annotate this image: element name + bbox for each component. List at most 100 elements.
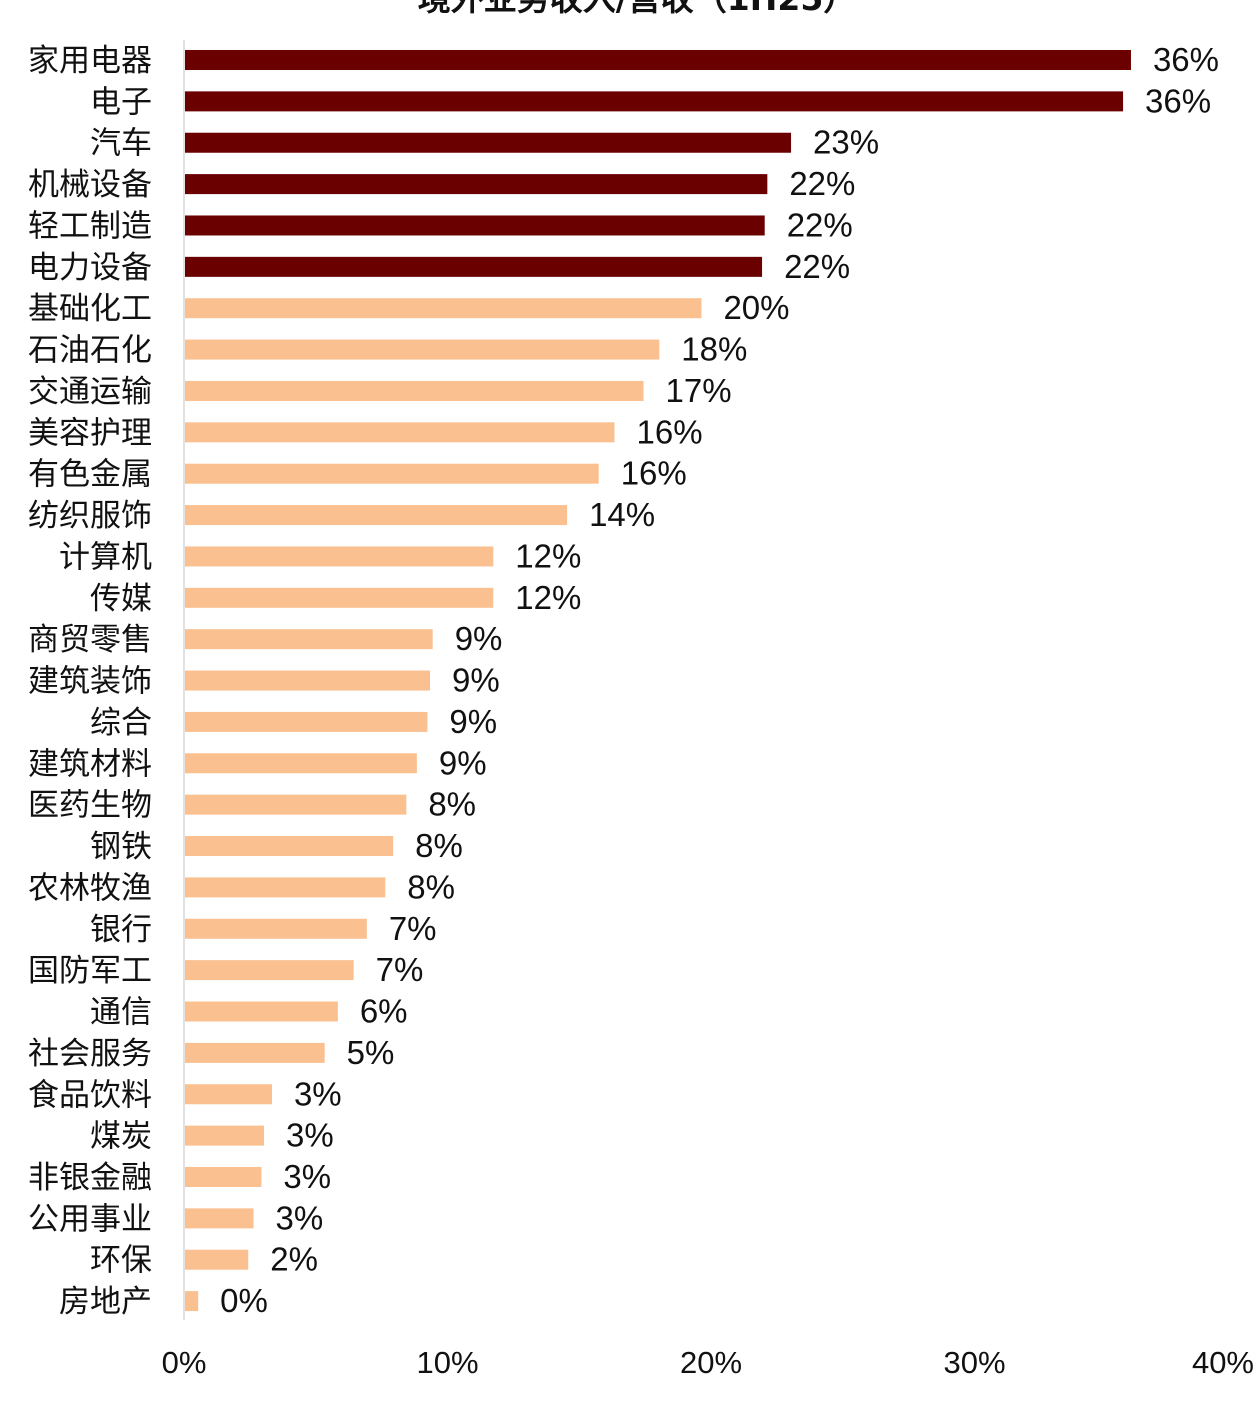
bar	[185, 1084, 272, 1105]
category-label: 交通运输	[28, 374, 152, 410]
bar	[185, 1042, 325, 1063]
x-tick-label: 30%	[943, 1345, 1005, 1380]
category-label: 美容护理	[28, 415, 152, 451]
bar	[185, 836, 394, 857]
value-label: 9%	[452, 662, 500, 699]
bar	[185, 463, 599, 484]
bar	[185, 918, 367, 939]
value-label: 8%	[428, 786, 476, 823]
bar	[185, 91, 1124, 112]
category-label: 商贸零售	[28, 622, 152, 658]
x-tick-label: 0%	[162, 1345, 207, 1380]
category-label: 通信	[90, 995, 152, 1031]
value-label: 3%	[294, 1075, 342, 1112]
bar	[185, 1125, 265, 1146]
category-label: 社会服务	[28, 1036, 152, 1072]
bar	[185, 422, 615, 443]
category-label: 家用电器	[28, 43, 152, 79]
value-label: 7%	[376, 951, 424, 988]
bar	[185, 1001, 338, 1022]
bar	[185, 380, 644, 401]
bar	[185, 1291, 199, 1312]
value-label: 9%	[439, 744, 487, 781]
x-tick-label: 20%	[680, 1345, 742, 1380]
bar	[185, 794, 407, 815]
bar	[185, 132, 792, 153]
value-label: 9%	[455, 620, 503, 657]
value-label: 22%	[789, 165, 855, 202]
bar	[185, 587, 494, 608]
category-label: 医药生物	[28, 788, 152, 824]
value-label: 36%	[1145, 82, 1211, 119]
category-labels-group: 家用电器电子汽车机械设备轻工制造电力设备基础化工石油石化交通运输美容护理有色金属…	[28, 43, 152, 1320]
category-label: 综合	[90, 705, 152, 741]
bar	[185, 753, 417, 774]
value-label: 3%	[286, 1117, 334, 1154]
category-label: 石油石化	[28, 333, 152, 369]
value-label: 8%	[407, 868, 455, 905]
x-tick-label: 40%	[1192, 1345, 1254, 1380]
category-label: 基础化工	[28, 291, 152, 327]
category-label: 电子	[90, 84, 152, 120]
category-label: 汽车	[90, 126, 152, 162]
category-label: 银行	[90, 912, 152, 948]
bar	[185, 215, 765, 236]
x-tick-label: 10%	[416, 1345, 478, 1380]
bar	[185, 298, 702, 319]
value-label: 2%	[270, 1241, 318, 1278]
category-label: 煤炭	[90, 1119, 152, 1155]
value-label: 36%	[1153, 41, 1219, 78]
value-label: 16%	[637, 413, 703, 450]
category-label: 钢铁	[90, 829, 152, 865]
value-label: 6%	[360, 993, 408, 1030]
bar	[185, 960, 354, 981]
category-label: 计算机	[59, 539, 152, 575]
category-label: 建筑材料	[28, 746, 152, 782]
tick-labels-group: 0% 10% 20% 30% 40%	[162, 1345, 1254, 1380]
bar	[185, 50, 1131, 70]
value-label: 18%	[681, 331, 747, 368]
value-label: 7%	[389, 910, 437, 947]
value-label: 20%	[723, 289, 789, 326]
value-label: 14%	[589, 496, 655, 533]
chart-title: 境外业务收入/营收（1H25）	[418, 0, 857, 18]
category-label: 农林牧渔	[28, 870, 152, 906]
value-label: 9%	[449, 703, 497, 740]
value-label: 3%	[283, 1158, 331, 1195]
value-label: 5%	[347, 1034, 395, 1071]
value-label: 22%	[787, 206, 853, 243]
bars-group	[185, 50, 1131, 1312]
value-label: 12%	[515, 537, 581, 574]
value-label: 22%	[784, 248, 850, 285]
value-label: 17%	[665, 372, 731, 409]
category-label: 国防军工	[28, 953, 152, 989]
category-label: 非银金融	[28, 1160, 152, 1196]
category-label: 电力设备	[28, 250, 152, 286]
category-label: 轻工制造	[28, 208, 152, 244]
bar	[185, 546, 494, 567]
bar	[185, 1249, 249, 1270]
category-label: 纺织服饰	[28, 498, 152, 534]
bar	[185, 256, 763, 277]
bar	[185, 339, 660, 360]
bar	[185, 174, 768, 195]
bar	[185, 505, 568, 526]
bar	[185, 1166, 262, 1187]
category-label: 环保	[90, 1243, 152, 1279]
category-label: 房地产	[59, 1284, 152, 1320]
value-label: 8%	[415, 827, 463, 864]
category-label: 有色金属	[28, 457, 152, 493]
bar	[185, 1208, 254, 1229]
value-label: 0%	[220, 1282, 268, 1319]
category-label: 传媒	[90, 581, 152, 617]
bar	[185, 877, 386, 898]
category-label: 公用事业	[28, 1201, 152, 1237]
value-label: 12%	[515, 579, 581, 616]
category-label: 机械设备	[28, 167, 152, 203]
category-label: 食品饮料	[28, 1077, 152, 1113]
bar	[185, 711, 428, 732]
value-label: 23%	[813, 124, 879, 161]
category-label: 建筑装饰	[28, 664, 152, 700]
bar	[185, 629, 433, 650]
